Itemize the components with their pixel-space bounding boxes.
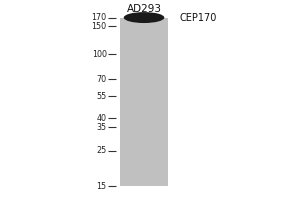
- Text: AD293: AD293: [127, 4, 161, 14]
- Ellipse shape: [124, 12, 164, 23]
- Text: 40: 40: [97, 114, 107, 123]
- Text: 100: 100: [92, 50, 107, 59]
- Text: 35: 35: [97, 123, 107, 132]
- Text: 70: 70: [97, 75, 107, 84]
- Bar: [120, 18, 168, 186]
- Text: 170: 170: [92, 13, 107, 22]
- Text: 25: 25: [97, 146, 107, 155]
- Text: 55: 55: [97, 92, 107, 101]
- Text: 150: 150: [92, 22, 107, 31]
- Text: 15: 15: [97, 182, 107, 191]
- Text: CEP170: CEP170: [180, 13, 217, 23]
